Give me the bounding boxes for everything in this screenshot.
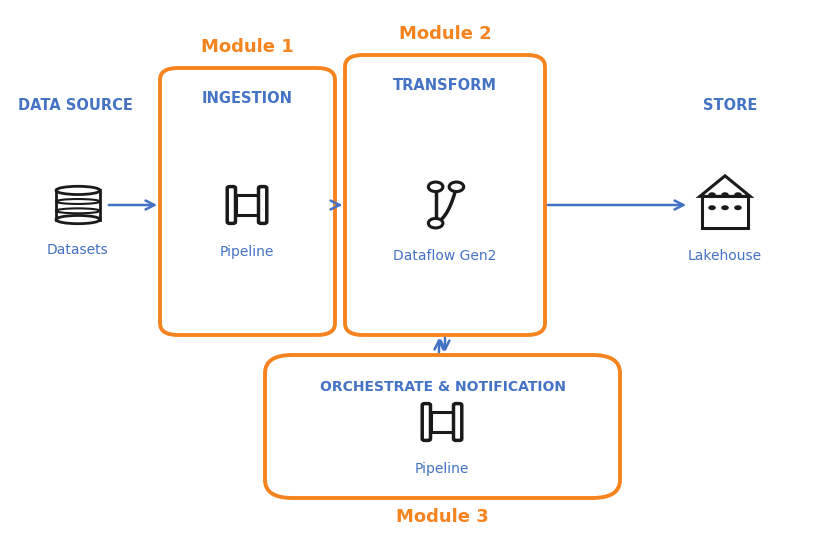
FancyBboxPatch shape <box>235 195 258 216</box>
Ellipse shape <box>721 192 729 197</box>
Text: Pipeline: Pipeline <box>415 462 469 476</box>
Text: Pipeline: Pipeline <box>219 245 275 259</box>
Ellipse shape <box>721 205 729 210</box>
Text: Dataflow Gen2: Dataflow Gen2 <box>393 249 496 263</box>
Ellipse shape <box>734 205 741 210</box>
Ellipse shape <box>428 218 443 228</box>
Text: DATA SOURCE: DATA SOURCE <box>17 98 132 113</box>
FancyBboxPatch shape <box>258 186 267 223</box>
Polygon shape <box>700 176 750 196</box>
Ellipse shape <box>56 186 100 195</box>
FancyBboxPatch shape <box>702 196 748 227</box>
Text: ORCHESTRATE & NOTIFICATION: ORCHESTRATE & NOTIFICATION <box>320 380 566 394</box>
Ellipse shape <box>56 216 100 224</box>
FancyBboxPatch shape <box>454 404 462 440</box>
Ellipse shape <box>709 205 716 210</box>
Ellipse shape <box>734 192 741 197</box>
FancyBboxPatch shape <box>423 404 431 440</box>
Text: INGESTION: INGESTION <box>202 91 293 106</box>
Text: Module 1: Module 1 <box>201 38 294 56</box>
Text: STORE: STORE <box>703 98 757 113</box>
Ellipse shape <box>709 192 716 197</box>
Text: Module 3: Module 3 <box>396 508 489 526</box>
Ellipse shape <box>428 182 443 191</box>
Text: TRANSFORM: TRANSFORM <box>393 78 497 93</box>
Text: Lakehouse: Lakehouse <box>688 249 762 263</box>
FancyBboxPatch shape <box>56 190 100 219</box>
FancyBboxPatch shape <box>431 412 454 432</box>
Text: Module 2: Module 2 <box>399 25 492 43</box>
Ellipse shape <box>449 182 464 191</box>
FancyBboxPatch shape <box>227 186 235 223</box>
Text: Datasets: Datasets <box>47 243 109 257</box>
